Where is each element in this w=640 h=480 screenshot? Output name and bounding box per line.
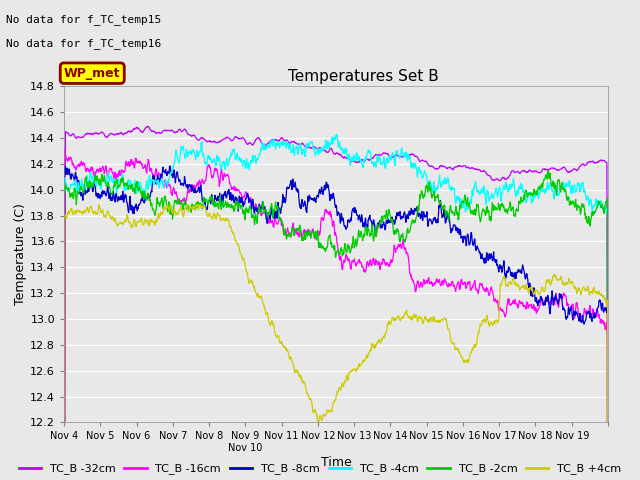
X-axis label: Time: Time <box>321 456 351 469</box>
Legend: TC_B -32cm, TC_B -16cm, TC_B -8cm, TC_B -4cm, TC_B -2cm, TC_B +4cm: TC_B -32cm, TC_B -16cm, TC_B -8cm, TC_B … <box>19 464 621 474</box>
Text: No data for f_TC_temp16: No data for f_TC_temp16 <box>6 38 162 49</box>
Title: Temperatures Set B: Temperatures Set B <box>288 69 438 84</box>
Text: WP_met: WP_met <box>64 67 120 80</box>
Text: No data for f_TC_temp15: No data for f_TC_temp15 <box>6 14 162 25</box>
Y-axis label: Temperature (C): Temperature (C) <box>14 204 28 305</box>
